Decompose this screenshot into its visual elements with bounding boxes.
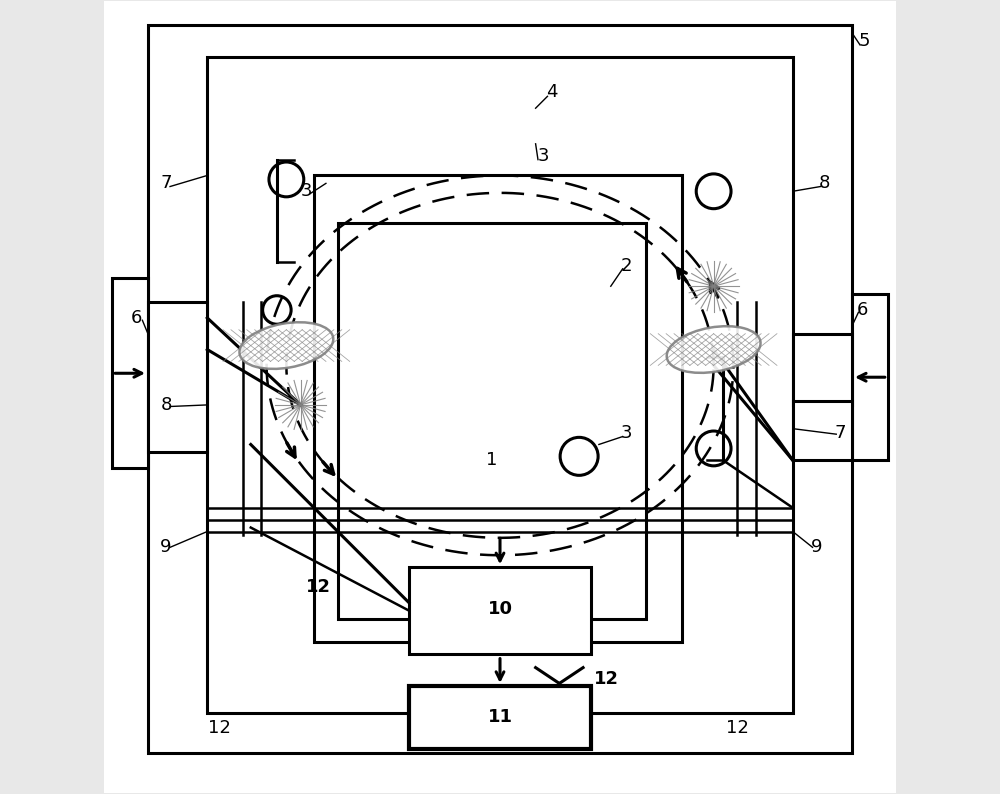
Text: 3: 3 [621, 424, 632, 441]
Text: 7: 7 [834, 424, 846, 441]
FancyBboxPatch shape [207, 57, 793, 714]
Text: 12: 12 [726, 719, 749, 737]
Text: 11: 11 [488, 708, 512, 727]
Text: 3: 3 [300, 183, 312, 200]
FancyBboxPatch shape [314, 175, 682, 642]
Text: 12: 12 [306, 578, 331, 596]
Text: 9: 9 [160, 538, 172, 557]
Text: 10: 10 [488, 600, 512, 618]
Ellipse shape [667, 326, 761, 373]
Text: 8: 8 [819, 175, 830, 192]
Text: 4: 4 [546, 83, 557, 102]
Text: 2: 2 [621, 257, 632, 276]
Text: 1: 1 [486, 451, 498, 469]
FancyBboxPatch shape [793, 401, 852, 461]
Text: 12: 12 [594, 670, 619, 688]
FancyBboxPatch shape [104, 2, 896, 792]
FancyBboxPatch shape [112, 279, 148, 468]
FancyBboxPatch shape [409, 686, 591, 749]
FancyBboxPatch shape [793, 333, 852, 405]
Text: 6: 6 [857, 301, 868, 319]
Text: 8: 8 [160, 396, 172, 414]
FancyBboxPatch shape [148, 302, 207, 453]
Text: 6: 6 [130, 309, 142, 327]
FancyBboxPatch shape [409, 567, 591, 654]
Text: 7: 7 [160, 175, 172, 192]
Text: 5: 5 [858, 32, 870, 50]
Text: 9: 9 [811, 538, 822, 557]
Text: 12: 12 [208, 719, 231, 737]
FancyBboxPatch shape [338, 223, 646, 619]
FancyBboxPatch shape [852, 294, 888, 461]
Ellipse shape [239, 322, 333, 369]
Text: 3: 3 [538, 147, 549, 164]
FancyBboxPatch shape [148, 25, 852, 753]
